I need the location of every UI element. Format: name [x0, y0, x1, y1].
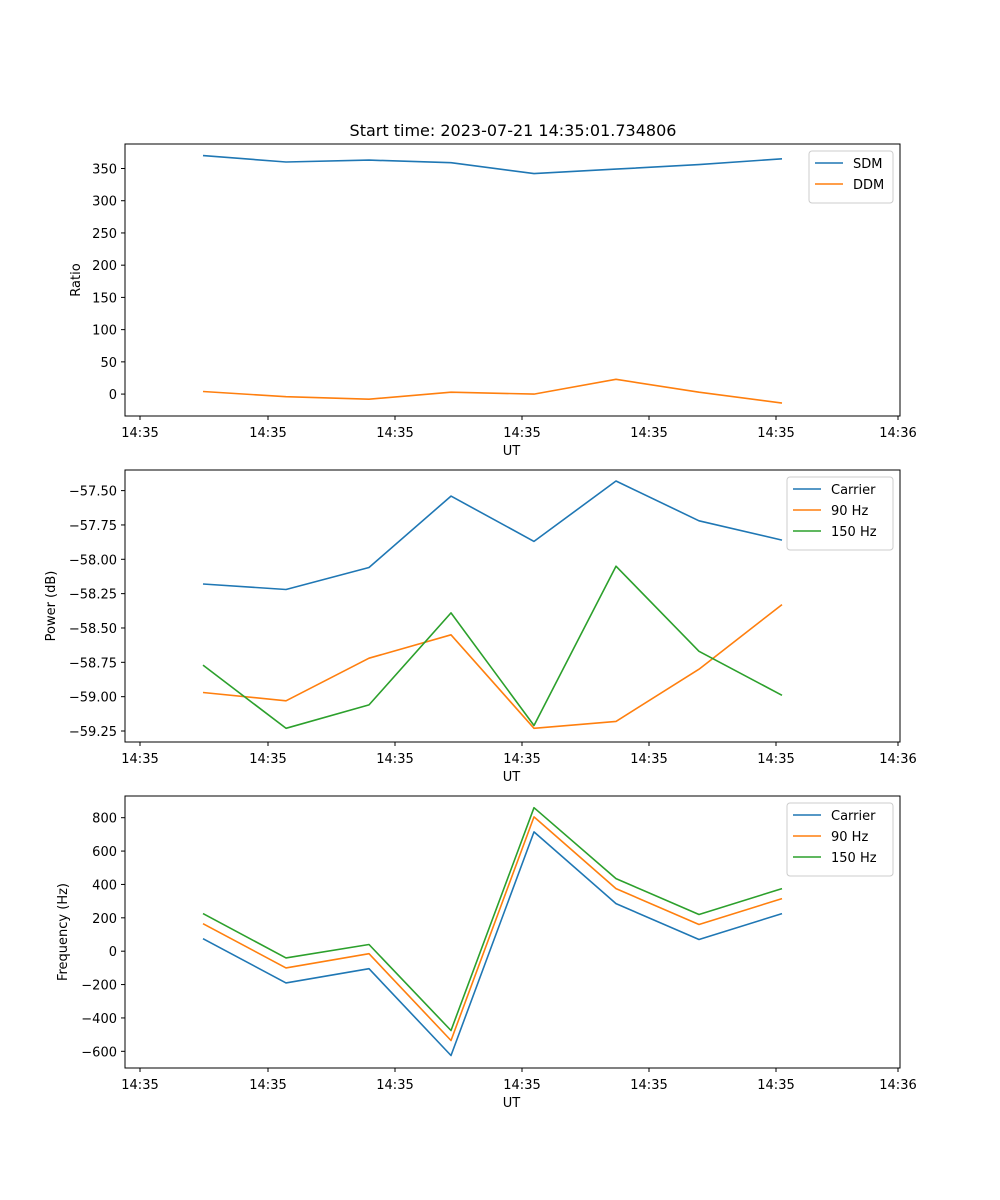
- series-line-carrier: [202, 480, 783, 591]
- x-tick-label: 14:35: [757, 752, 794, 767]
- x-tick-label: 14:35: [121, 426, 158, 441]
- y-tick-label: 150: [92, 291, 117, 306]
- y-tick-label: 600: [92, 845, 117, 860]
- x-tick-label: 14:36: [879, 1078, 916, 1093]
- y-axis-label: Frequency (Hz): [56, 883, 71, 981]
- axes-frame: [124, 795, 901, 1069]
- x-tick-label: 14:35: [376, 426, 413, 441]
- series-line-90-hz: [202, 816, 783, 1042]
- y-tick-label: −58.50: [69, 622, 117, 637]
- y-tick-label: 800: [92, 812, 117, 827]
- series-line-150-hz: [202, 806, 783, 1032]
- x-tick-label: 14:36: [879, 752, 916, 767]
- legend-label: SDM: [853, 157, 882, 172]
- x-axis-label: UT: [503, 444, 521, 459]
- x-tick-label: 14:35: [376, 1078, 413, 1093]
- y-tick-label: 0: [109, 388, 117, 403]
- x-tick-label: 14:35: [249, 1078, 286, 1093]
- axes-frame: [124, 143, 901, 417]
- series-line-90-hz: [202, 603, 783, 730]
- x-tick-label: 14:36: [879, 426, 916, 441]
- y-tick-label: 300: [92, 195, 117, 210]
- y-tick-label: −59.25: [69, 725, 117, 740]
- x-tick-label: 14:35: [503, 752, 540, 767]
- y-tick-label: 50: [100, 356, 117, 371]
- x-tick-label: 14:35: [757, 1078, 794, 1093]
- y-tick-label: −59.00: [69, 691, 117, 706]
- series-line-carrier: [202, 831, 783, 1057]
- legend-label: DDM: [853, 178, 884, 193]
- y-tick-label: 200: [92, 259, 117, 274]
- y-tick-label: 350: [92, 162, 117, 177]
- y-axis-label: Power (dB): [44, 571, 59, 642]
- panel-1: 14:35 14:35 14:35 14:35 14:35 14:35 14:36 0 50 10…: [69, 143, 917, 459]
- panel-3: 14:35 14:35 14:35 14:35 14:35 14:35 14:36 800 60…: [56, 795, 917, 1111]
- legend-label: 90 Hz: [831, 830, 868, 845]
- legend-label: 90 Hz: [831, 504, 868, 519]
- legend-box: [808, 150, 894, 204]
- legend-label: Carrier: [831, 809, 876, 824]
- y-tick-label: −57.75: [69, 519, 117, 534]
- y-tick-label: 400: [92, 878, 117, 893]
- y-tick-label: 100: [92, 324, 117, 339]
- x-tick-label: 14:35: [503, 426, 540, 441]
- y-tick-label: −400: [81, 1012, 117, 1027]
- figure-title: Start time: 2023-07-21 14:35:01.734806: [350, 121, 677, 140]
- legend-label: 150 Hz: [831, 851, 877, 866]
- series-line-ddm: [202, 378, 783, 404]
- legend: SDM DDM: [808, 150, 894, 204]
- legend-label: Carrier: [831, 483, 876, 498]
- x-tick-label: 14:35: [376, 752, 413, 767]
- series-line-150-hz: [202, 565, 783, 730]
- legend-label: 150 Hz: [831, 525, 877, 540]
- axes-frame: [124, 469, 901, 743]
- legend: Carrier 90 Hz 150 Hz: [786, 802, 894, 877]
- y-tick-label: 200: [92, 912, 117, 927]
- series-line-sdm: [202, 154, 783, 175]
- y-axis-label: Ratio: [69, 263, 84, 296]
- x-tick-label: 14:35: [757, 426, 794, 441]
- y-tick-label: 0: [109, 945, 117, 960]
- y-tick-label: −58.00: [69, 553, 117, 568]
- y-tick-label: 250: [92, 227, 117, 242]
- x-tick-label: 14:35: [121, 752, 158, 767]
- x-axis-label: UT: [503, 770, 521, 785]
- x-tick-label: 14:35: [503, 1078, 540, 1093]
- panel-2: 14:35 14:35 14:35 14:35 14:35 14:35 14:36 −57.5…: [44, 469, 917, 785]
- y-tick-label: −57.50: [69, 485, 117, 500]
- x-tick-label: 14:35: [249, 426, 286, 441]
- y-tick-label: −58.25: [69, 588, 117, 603]
- legend: Carrier 90 Hz 150 Hz: [786, 476, 894, 551]
- y-tick-label: −200: [81, 979, 117, 994]
- x-axis-label: UT: [503, 1096, 521, 1111]
- x-tick-label: 14:35: [249, 752, 286, 767]
- x-tick-label: 14:35: [630, 752, 667, 767]
- x-tick-label: 14:35: [630, 426, 667, 441]
- y-tick-label: −58.75: [69, 656, 117, 671]
- x-tick-label: 14:35: [630, 1078, 667, 1093]
- x-tick-label: 14:35: [121, 1078, 158, 1093]
- y-tick-label: −600: [81, 1045, 117, 1060]
